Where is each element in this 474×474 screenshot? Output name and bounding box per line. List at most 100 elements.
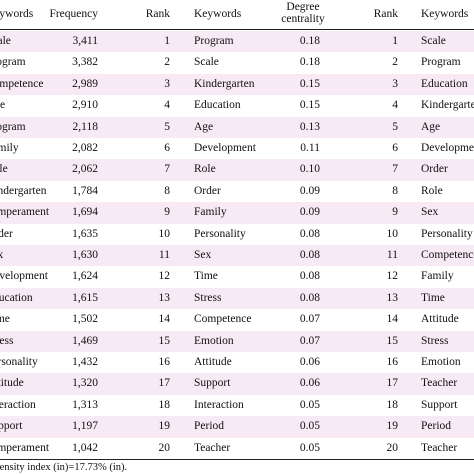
table-row: Temperament 1,042 20 Teacher 0.05 20 Teacher: [0, 438, 474, 459]
table-row: Age 2,910 4 Education 0.15 4 Kindergarten: [0, 95, 474, 116]
cell-degree-centrality: 0.08: [299, 249, 320, 261]
cell-keyword-frequency: Attitude: [0, 377, 24, 390]
cell-keyword-degree: Family: [194, 206, 227, 219]
cell-keyword-degree: Scale: [194, 56, 219, 69]
table-row: Order 1,635 10 Personality 0.08 10 Personality: [0, 224, 474, 245]
header-degree-centrality: Degree centrality: [281, 1, 325, 25]
cell-rank-2: 9: [392, 206, 398, 219]
cell-rank-1: 5: [164, 120, 170, 133]
cell-frequency: 1,042: [72, 441, 98, 454]
cell-rank-2: 8: [392, 184, 398, 197]
cell-keyword-3: Age: [421, 120, 441, 133]
cell-keyword-degree: Emotion: [194, 334, 234, 347]
cell-frequency: 1,313: [72, 398, 98, 411]
cell-rank-1: 13: [158, 291, 171, 304]
cell-degree-centrality: 0.06: [299, 356, 320, 368]
cell-rank-2: 14: [386, 313, 399, 326]
cell-keyword-3: Teacher: [421, 441, 458, 454]
cell-keyword-3: Kindergarten: [421, 99, 474, 112]
cell-keyword-3: Time: [421, 291, 445, 304]
table-row: Competence 2,989 3 Kindergarten 0.15 3 Educati…: [0, 73, 474, 96]
table-row: Education 1,615 13 Stress 0.08 13 Time: [0, 287, 474, 310]
cell-degree-centrality: 0.05: [299, 441, 320, 454]
cell-keyword-degree: Education: [194, 99, 241, 112]
cell-rank-1: 3: [164, 77, 170, 90]
cell-keyword-frequency: Temperament: [0, 441, 50, 454]
cell-rank-2: 5: [392, 120, 398, 133]
cell-keyword-3: Period: [421, 420, 452, 433]
cell-rank-2: 16: [386, 356, 399, 368]
cell-keyword-3: Sex: [421, 206, 439, 219]
cell-keyword-3: Development: [421, 142, 474, 154]
cell-rank-2: 17: [386, 377, 399, 390]
cell-rank-2: 1: [392, 35, 398, 47]
cell-rank-2: 19: [386, 420, 399, 433]
cell-keyword-degree: Period: [194, 420, 225, 433]
cell-keyword-3: Stress: [421, 334, 449, 347]
header-keywords-1: Keywords: [0, 8, 34, 20]
cell-keyword-frequency: Order: [0, 227, 13, 240]
cell-rank-2: 10: [386, 227, 399, 240]
cell-keyword-degree: Support: [194, 377, 231, 390]
cell-rank-1: 16: [158, 356, 171, 368]
cell-rank-2: 18: [386, 398, 399, 411]
header-rank-2: Rank: [373, 8, 398, 20]
cell-keyword-degree: Time: [194, 270, 218, 283]
cell-rank-1: 19: [158, 420, 171, 433]
table-row: Program 3,382 2 Scale 0.18 2 Program: [0, 52, 474, 73]
cell-rank-1: 10: [158, 227, 171, 240]
cell-keyword-degree: Personality: [194, 227, 246, 240]
cell-keyword-frequency: Stress: [0, 334, 14, 347]
table-row: Interaction 1,313 18 Interaction 0.05 18 Suppo…: [0, 395, 474, 416]
table-row: Attitude 1,320 17 Support 0.06 17 Teacher: [0, 373, 474, 395]
cell-rank-2: 12: [386, 270, 399, 283]
cell-keyword-frequency: Education: [0, 291, 33, 304]
cell-keyword-3: Emotion: [421, 356, 461, 368]
table-row: Personality 1,432 16 Attitude 0.06 16 Emotion: [0, 352, 474, 373]
cell-rank-1: 8: [164, 184, 170, 197]
cell-keyword-frequency: Support: [0, 420, 23, 433]
cell-degree-centrality: 0.09: [299, 206, 320, 219]
cell-keyword-degree: Stress: [194, 291, 222, 304]
cell-keyword-frequency: Sex: [0, 249, 4, 261]
cell-degree-centrality: 0.08: [299, 227, 320, 240]
table-row: Time 1,502 14 Competence 0.07 14 Attitude: [0, 309, 474, 330]
cell-degree-centrality: 0.08: [299, 291, 320, 304]
cell-keyword-3: Competence: [421, 249, 474, 261]
cell-frequency: 2,082: [72, 142, 98, 154]
cell-rank-2: 4: [392, 99, 398, 112]
cell-keyword-frequency: Development: [0, 270, 48, 283]
cell-keyword-degree: Order: [194, 184, 221, 197]
cell-degree-centrality: 0.15: [299, 99, 320, 112]
cell-frequency: 1,630: [72, 249, 98, 261]
table-row: Scale 3,411 1 Program 0.18 1 Scale: [0, 31, 474, 53]
cell-frequency: 1,624: [72, 270, 98, 283]
cell-rank-1: 15: [158, 334, 171, 347]
cell-degree-centrality: 0.10: [299, 163, 320, 176]
header-rank-1: Rank: [145, 8, 170, 20]
cell-rank-1: 2: [164, 56, 170, 69]
cell-keyword-frequency: Competence: [0, 77, 44, 90]
table-row: Program 2,118 5 Age 0.13 5 Age: [0, 116, 474, 138]
cell-keyword-3: Family: [421, 270, 454, 283]
header-keywords-3: Keywords: [421, 8, 469, 20]
cell-frequency: 1,197: [72, 420, 98, 433]
cell-frequency: 3,411: [72, 35, 98, 47]
cell-rank-1: 12: [158, 270, 171, 283]
table-row: Support 1,197 19 Period 0.05 19 Period: [0, 416, 474, 438]
cell-keyword-frequency: Kindergarten: [0, 184, 47, 197]
table-row: Temperament 1,694 9 Family 0.09 9 Sex: [0, 202, 474, 224]
header-keywords-2: Keywords: [194, 8, 242, 20]
cell-rank-2: 3: [392, 77, 398, 90]
cell-frequency: 3,382: [72, 56, 98, 69]
cell-degree-centrality: 0.18: [299, 35, 320, 47]
table-row: Development 1,624 12 Time 0.08 12 Family: [0, 266, 474, 287]
cell-keyword-frequency: Personality: [0, 356, 38, 368]
cell-keyword-degree: Teacher: [194, 441, 231, 454]
cell-frequency: 1,320: [72, 377, 98, 390]
table-footnote: Density index (in)=17.73% (in).: [0, 462, 128, 473]
cell-rank-1: 11: [158, 249, 170, 261]
cell-frequency: 1,784: [72, 184, 98, 197]
cell-degree-centrality: 0.07: [299, 313, 320, 326]
cell-keyword-frequency: Scale: [0, 35, 11, 47]
